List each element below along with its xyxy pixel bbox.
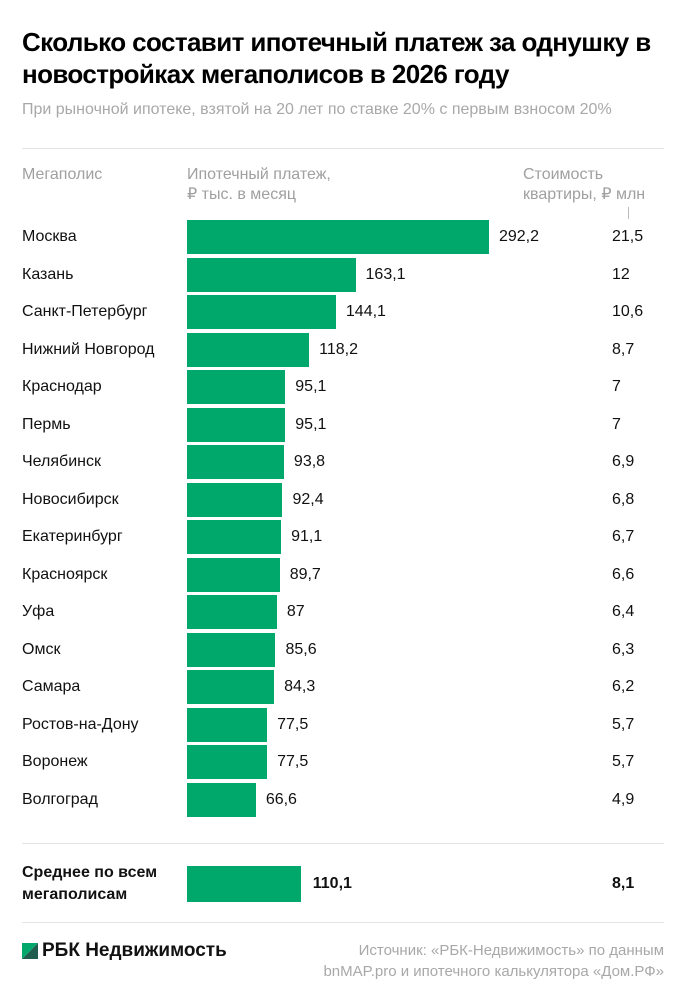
average-label: Среднее по всем мегаполисам xyxy=(22,862,157,906)
value-label: 66,6 xyxy=(265,790,297,808)
bar-8 xyxy=(187,520,282,554)
average-price-label: 8,1 xyxy=(612,875,635,892)
value-label: 95,1 xyxy=(295,378,327,395)
price-label: 5,7 xyxy=(612,715,635,733)
bar-4 xyxy=(187,370,286,404)
divider xyxy=(22,843,664,844)
city-label: Волгоград xyxy=(22,790,98,808)
price-label: 6,6 xyxy=(612,565,635,583)
rbc-logo: РБК Недвижимость xyxy=(22,940,227,962)
city-label: Москва xyxy=(22,228,77,245)
value-label: 92,4 xyxy=(292,490,324,508)
price-label: 12 xyxy=(612,265,630,283)
value-label: 85,6 xyxy=(285,640,317,658)
price-label: 6,4 xyxy=(612,603,635,620)
price-label: 7 xyxy=(612,378,621,395)
chart-subtitle: При рыночной ипотеке, взятой на 20 лет п… xyxy=(22,101,612,118)
value-label: 87 xyxy=(286,603,305,620)
logo-text: РБК Недвижимость xyxy=(42,940,227,961)
value-label: 77,5 xyxy=(277,715,309,733)
price-label: 7 xyxy=(612,415,621,433)
bar-3 xyxy=(187,332,310,367)
chart-title: Сколько составит ипотечный платеж за одн… xyxy=(22,27,651,89)
average-label-line1: Среднее по всем xyxy=(22,864,158,881)
value-label: 91,1 xyxy=(291,528,323,545)
value-label: 93,8 xyxy=(293,453,326,470)
city-label: Ростов-на-Дону xyxy=(22,715,139,733)
header-price: Стоимость квартиры, ₽ млн xyxy=(523,165,645,205)
bar-13 xyxy=(187,707,268,742)
bar-2 xyxy=(187,295,336,329)
price-label: 6,2 xyxy=(612,678,635,695)
price-label: 6,9 xyxy=(612,453,635,470)
city-label: Самара xyxy=(22,678,81,695)
city-label: Новосибирск xyxy=(22,490,119,508)
bar-7 xyxy=(187,482,283,517)
bar-15 xyxy=(187,782,256,817)
price-label: 4,9 xyxy=(612,790,635,808)
header-price-line1: Стоимость xyxy=(523,166,604,183)
city-label: Челябинск xyxy=(22,453,101,470)
logo-mark-icon xyxy=(22,943,38,959)
city-label: Красноярск xyxy=(22,565,108,583)
city-label: Казань xyxy=(22,265,74,283)
city-label: Пермь xyxy=(22,415,71,433)
city-label: Воронеж xyxy=(22,753,88,770)
city-label: Санкт-Петербург xyxy=(22,303,148,320)
source-note: Источник: «РБК-Недвижимость» по данным b… xyxy=(323,940,664,982)
price-label: 6,3 xyxy=(612,640,635,658)
divider xyxy=(22,148,664,149)
city-label: Екатеринбург xyxy=(22,528,123,545)
city-label: Нижний Новгород xyxy=(22,340,155,358)
city-label: Краснодар xyxy=(22,378,102,395)
header-price-line2: квартиры, ₽ млн xyxy=(523,186,646,203)
bar-5 xyxy=(187,407,286,442)
source-line1: Источник: «РБК-Недвижимость» по данным xyxy=(358,942,664,959)
value-label: 118,2 xyxy=(319,340,358,358)
value-label: 292,2 xyxy=(498,228,539,245)
value-label: 163,1 xyxy=(365,265,406,283)
bar-12 xyxy=(187,670,275,704)
city-label: Омск xyxy=(22,640,61,658)
value-label: 95,1 xyxy=(295,415,327,433)
value-label: 84,3 xyxy=(284,678,316,695)
source-line2: bnMAP.pro и ипотечного калькулятора «Дом… xyxy=(323,963,664,980)
price-label: 10,6 xyxy=(612,303,644,320)
header-city: Мегаполис xyxy=(22,166,103,183)
bar-14 xyxy=(187,745,268,779)
price-label: 21,5 xyxy=(612,228,644,245)
divider xyxy=(22,922,664,923)
bar-9 xyxy=(187,557,280,592)
bar-0 xyxy=(187,220,489,254)
price-label: 6,7 xyxy=(612,528,635,545)
header-payment-line2: ₽ тыс. в месяц xyxy=(187,186,297,203)
bar-10 xyxy=(187,595,277,629)
price-label: 6,8 xyxy=(612,490,635,508)
price-label: 5,7 xyxy=(612,753,635,770)
price-label: 8,7 xyxy=(612,340,635,358)
average-value-label: 110,1 xyxy=(312,875,352,892)
bar-6 xyxy=(187,445,284,479)
city-label: Уфа xyxy=(22,603,55,620)
value-label: 144,1 xyxy=(345,303,386,320)
bar-1 xyxy=(187,257,356,292)
header-payment-line1: Ипотечный платеж, xyxy=(187,166,331,183)
value-label: 89,7 xyxy=(289,565,321,583)
price-column-tick xyxy=(628,207,629,219)
header-payment: Ипотечный платеж, ₽ тыс. в месяц xyxy=(187,165,331,205)
average-bar xyxy=(187,866,301,902)
average-label-line2: мегаполисам xyxy=(22,886,128,903)
value-label: 77,5 xyxy=(277,753,309,770)
bar-11 xyxy=(187,632,276,667)
